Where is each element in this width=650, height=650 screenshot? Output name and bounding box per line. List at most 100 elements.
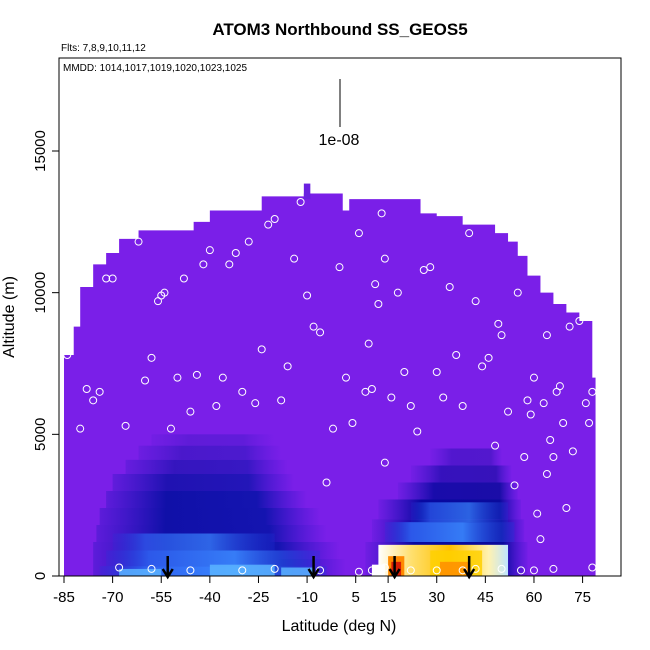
sample-marker	[218, 373, 227, 382]
sample-marker	[251, 399, 260, 408]
sample-marker	[141, 376, 150, 385]
sample-marker	[270, 215, 279, 223]
sample-marker	[380, 458, 389, 467]
sample-marker	[497, 564, 506, 573]
surface-highlight	[281, 567, 314, 576]
sample-marker	[406, 566, 415, 575]
sample-marker	[205, 246, 214, 255]
sample-marker	[354, 567, 363, 576]
y-tick-label: 10000	[32, 272, 49, 314]
sample-marker	[419, 266, 428, 274]
sample-marker	[565, 322, 574, 331]
sample-marker	[63, 351, 72, 359]
x-tick-label: -10	[296, 589, 318, 606]
sample-marker	[270, 564, 279, 573]
sample-marker	[484, 353, 493, 362]
sample-marker	[533, 509, 542, 518]
sample-marker	[76, 424, 85, 433]
sample-marker	[559, 419, 568, 427]
sample-marker	[510, 481, 519, 490]
sample-marker	[452, 351, 461, 359]
sample-marker	[387, 393, 396, 402]
sample-marker	[523, 396, 532, 405]
surface-highlight	[119, 568, 162, 576]
sample-marker	[367, 566, 376, 575]
sample-marker	[303, 291, 312, 300]
sample-marker	[465, 229, 474, 238]
sample-marker	[354, 229, 363, 238]
sample-marker	[494, 319, 503, 328]
flights-note: Flts: 7,8,9,10,11,12	[61, 43, 146, 54]
sample-marker	[69, 283, 78, 291]
sample-marker	[147, 353, 156, 362]
peak-white	[371, 564, 385, 576]
sample-marker	[309, 322, 318, 331]
northern-plume-band	[430, 448, 502, 466]
sample-marker	[458, 402, 467, 410]
x-tick-label: 60	[526, 589, 543, 606]
x-axis-label: Latitude (deg N)	[282, 618, 397, 635]
sample-marker	[529, 566, 538, 575]
scale-bar-label: 1e-08	[319, 132, 360, 149]
sample-marker	[160, 288, 169, 297]
sample-marker	[329, 424, 338, 433]
x-tick-label: 75	[574, 589, 591, 606]
x-tick-label: -55	[150, 589, 172, 606]
sample-marker	[406, 402, 415, 410]
sample-marker	[147, 564, 156, 573]
sample-marker	[179, 274, 188, 283]
sample-marker	[471, 564, 480, 573]
y-tick-label: 5000	[32, 418, 49, 451]
sample-marker	[517, 566, 526, 575]
sample-marker	[504, 407, 513, 416]
flight-arrow	[388, 556, 401, 580]
sample-marker	[115, 563, 124, 572]
sample-marker	[439, 393, 448, 402]
sample-marker	[108, 274, 117, 283]
southern-plume-band	[106, 491, 308, 508]
sample-marker	[517, 232, 526, 240]
sample-marker	[400, 368, 409, 376]
sample-marker	[542, 470, 551, 478]
sample-marker	[513, 288, 522, 297]
sample-marker	[341, 373, 350, 382]
sample-marker	[555, 382, 564, 391]
orange-core	[439, 561, 470, 576]
sample-marker	[581, 399, 590, 408]
x-tick-label: -40	[199, 589, 221, 606]
sample-marker	[529, 373, 538, 382]
sample-marker	[231, 249, 240, 257]
sample-marker	[361, 387, 370, 396]
sample-marker	[568, 447, 577, 456]
field-cap	[303, 183, 311, 200]
sample-marker	[546, 436, 555, 444]
sample-marker	[296, 198, 305, 206]
sample-marker	[471, 297, 480, 306]
x-tick-label: -85	[53, 589, 75, 606]
sample-marker	[445, 283, 454, 291]
sample-marker	[526, 410, 535, 419]
x-tick-label: 30	[428, 589, 445, 606]
surface-highlight	[209, 564, 275, 576]
sample-marker	[542, 331, 551, 340]
sample-marker	[549, 453, 558, 461]
sample-marker	[432, 368, 441, 376]
blue-band	[384, 522, 515, 542]
sample-marker	[95, 387, 104, 396]
sample-marker	[367, 385, 376, 393]
y-tick-label: 15000	[32, 130, 49, 172]
flight-arrow	[307, 556, 320, 580]
sample-marker	[257, 345, 266, 354]
sample-marker	[244, 237, 253, 246]
sample-marker	[277, 396, 286, 405]
sample-marker	[166, 424, 175, 433]
sample-marker	[497, 331, 506, 340]
sample-marker	[335, 263, 344, 272]
y-axis-label: Altitude (m)	[1, 276, 18, 358]
x-tick-label: -25	[248, 589, 270, 606]
chart-title: ATOM3 Northbound SS_GEOS5	[212, 20, 467, 39]
sample-marker	[426, 263, 435, 272]
sample-marker	[212, 402, 221, 410]
sample-marker	[520, 453, 529, 461]
x-tick-label: 5	[352, 589, 360, 606]
